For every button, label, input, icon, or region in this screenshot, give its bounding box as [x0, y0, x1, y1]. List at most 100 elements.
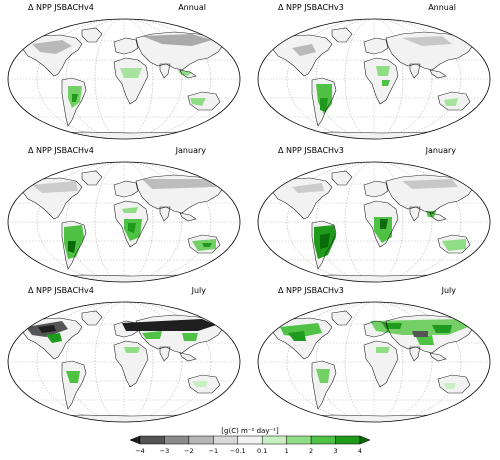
panel-annual-v4: Δ NPP JSBACHv4 Annual: [2, 2, 246, 147]
colorbar-segment: [310, 435, 336, 445]
coastline-asia: [135, 31, 225, 71]
npp-anomaly-region: [316, 369, 330, 383]
coastline-northAmerica: [271, 177, 333, 220]
panel-title: Δ NPP JSBACHv3 January: [252, 145, 496, 157]
graticule-meridian: [286, 19, 462, 139]
panel-model-label: Δ NPP JSBACHv4: [28, 3, 94, 12]
npp-anomaly-region: [376, 347, 390, 353]
colorbar-segment: [335, 435, 361, 445]
colorbar-extend-high: [359, 435, 371, 445]
npp-anomaly-region: [182, 333, 198, 341]
coastline-greenland: [331, 310, 353, 326]
coastline-greenland: [81, 170, 103, 186]
coastline-southAmerica: [61, 77, 87, 127]
npp-anomaly-region: [402, 36, 452, 46]
coastline-seAsia: [429, 352, 447, 362]
coastline-northAmerica: [21, 317, 83, 360]
npp-anomaly-region: [122, 207, 138, 213]
panel-july-v4: Δ NPP JSBACHv4 July: [2, 285, 246, 430]
land-europe: [114, 38, 138, 54]
npp-anomaly-region: [124, 347, 140, 353]
panel-title: Δ NPP JSBACHv4 Annual: [2, 2, 246, 14]
coastline-asia: [385, 31, 475, 71]
panel-period-label: July: [441, 286, 456, 295]
panel-title: Δ NPP JSBACHv3 Annual: [252, 2, 496, 14]
coastline-northAmerica: [271, 317, 333, 360]
npp-anomaly-region: [32, 181, 78, 193]
map-border: [7, 301, 241, 423]
npp-anomaly-region: [122, 319, 216, 331]
panel-january-v3: Δ NPP JSBACHv3 January: [252, 145, 496, 290]
graticule-meridian: [94, 302, 154, 422]
coastline-india: [409, 206, 421, 222]
coastline-southAmerica: [311, 77, 337, 127]
panel-title: Δ NPP JSBACHv4 January: [2, 145, 246, 157]
coastline-india: [409, 63, 421, 79]
graticule-meridian: [315, 302, 433, 422]
coastline-australia: [187, 91, 221, 111]
coastline-asia: [385, 314, 475, 354]
colorbar-tick-label: −4: [135, 447, 145, 455]
npp-anomaly-region: [442, 239, 466, 251]
coastline-seAsia: [429, 212, 447, 222]
colorbar-tick-label: −0.1: [230, 447, 246, 455]
coastline-india: [409, 346, 421, 362]
colorbar-segment: [237, 435, 263, 445]
coastline-southAmerica: [61, 220, 87, 270]
graticule-meridian: [315, 19, 433, 139]
coastline-india: [159, 206, 171, 222]
world-map: [7, 161, 241, 283]
npp-anomaly-region: [120, 68, 142, 78]
coastline-asia: [135, 314, 225, 354]
coastline-africa: [363, 200, 399, 248]
graticule-meridian: [344, 302, 404, 422]
coastline-southAmerica: [311, 360, 337, 410]
colorbar: [g(C) m⁻² day⁻¹] −4 −3 −2 −1 −0.1 0.1 1 2 3 4: [118, 425, 382, 460]
colorbar-segment: [213, 435, 239, 445]
graticule-meridian: [36, 302, 212, 422]
panel-model-label: Δ NPP JSBACHv4: [28, 146, 94, 155]
coastline-seAsia: [429, 69, 447, 79]
npp-anomaly-region: [320, 98, 328, 112]
panel-period-label: Annual: [428, 3, 456, 12]
world-map: [257, 18, 491, 140]
coastline-seAsia: [179, 352, 197, 362]
world-map: [7, 301, 241, 423]
graticule-meridian: [65, 162, 183, 282]
npp-anomaly-region: [190, 98, 206, 106]
npp-anomaly-region: [292, 183, 324, 193]
land-europe: [114, 181, 138, 197]
colorbar-tick-label: 0.1: [257, 447, 267, 455]
coastline-asia: [385, 174, 475, 214]
npp-anomaly-region: [142, 179, 216, 189]
map-border: [257, 161, 491, 283]
npp-anomaly-region: [402, 179, 458, 189]
colorbar-tick-label: 4: [358, 447, 362, 455]
coastline-greenland: [331, 170, 353, 186]
coastline-europe: [113, 320, 139, 338]
colorbar-tick-label: −3: [160, 447, 170, 455]
coastline-seAsia: [179, 69, 197, 79]
colorbar-extend-low: [129, 435, 141, 445]
land-seAsia: [430, 70, 446, 78]
coastline-europe: [363, 180, 389, 198]
land-europe: [364, 181, 388, 197]
colorbar-label: [g(C) m⁻² day⁻¹]: [221, 427, 279, 435]
coastline-greenland: [331, 27, 353, 43]
coastline-northAmerica: [21, 177, 83, 220]
panel-model-label: Δ NPP JSBACHv3: [278, 3, 344, 12]
npp-anomaly-region: [288, 331, 306, 341]
panel-model-label: Δ NPP JSBACHv3: [278, 146, 344, 155]
npp-anomaly-region: [68, 241, 76, 253]
npp-anomaly-region: [320, 233, 330, 249]
graticule-meridian: [36, 19, 212, 139]
npp-anomaly-region: [128, 223, 136, 233]
land-greenland: [82, 171, 102, 185]
npp-anomaly-region: [192, 381, 208, 387]
npp-anomaly-region: [412, 331, 428, 337]
coastline-europe: [113, 180, 139, 198]
land-greenland: [332, 28, 352, 42]
coastline-europe: [363, 37, 389, 55]
colorbar-tick-label: 2: [309, 447, 313, 455]
colorbar-tick-label: 3: [333, 447, 337, 455]
